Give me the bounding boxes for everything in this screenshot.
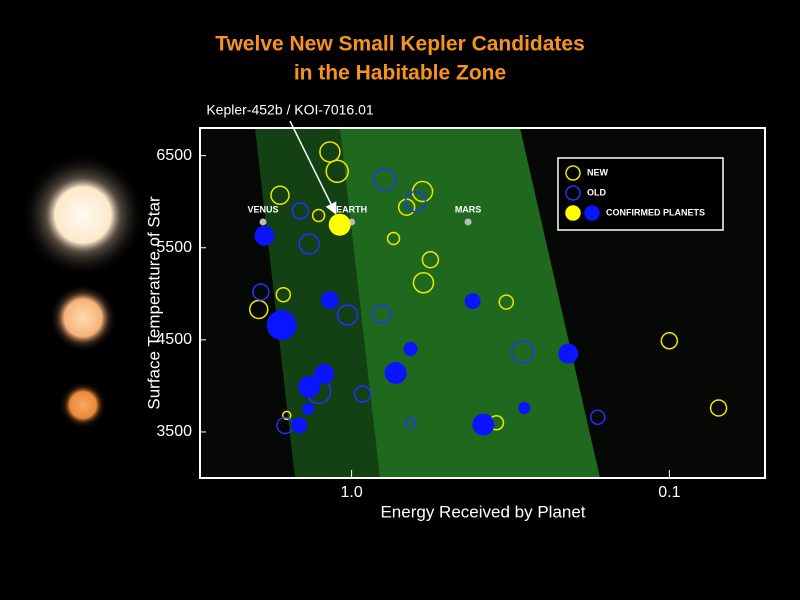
planet-point	[248, 299, 269, 320]
reference-planet	[259, 218, 267, 226]
planet-point	[319, 141, 341, 163]
planet-point	[397, 198, 416, 216]
y-axis-label: Surface Temperature of Star	[144, 196, 163, 410]
planet-point	[311, 208, 326, 223]
legend-label: OLD	[587, 187, 606, 197]
annotation: Kepler-452b / KOI-7016.01	[206, 102, 374, 118]
planet-point	[371, 304, 392, 324]
planet-point	[298, 375, 321, 398]
x-tick-label: 1.0	[340, 484, 362, 501]
planet-point	[291, 417, 308, 434]
y-tick-label: 3500	[156, 423, 192, 440]
plot-frame	[199, 127, 766, 479]
planet-point	[660, 332, 679, 350]
reference-planet-label: EARTH	[336, 204, 367, 214]
planet-point	[404, 190, 427, 213]
planet-point	[386, 231, 401, 246]
reference-planet-label: MARS	[455, 204, 482, 214]
y-tick-label: 6500	[156, 147, 192, 164]
planet-point	[302, 402, 315, 415]
planet-point	[252, 283, 270, 301]
planet-point	[472, 413, 495, 436]
y-tick-label: 5500	[156, 239, 192, 256]
legend-label: NEW	[587, 167, 609, 177]
planet-point	[314, 363, 335, 384]
planet-point	[498, 294, 515, 310]
planet-point	[510, 340, 535, 364]
legend-label: CONFIRMED PLANETS	[606, 207, 705, 217]
annotation-arrow	[289, 120, 337, 215]
planet-point	[254, 225, 275, 246]
planet-point	[372, 167, 397, 192]
planet-point	[384, 362, 407, 384]
planet-point	[709, 399, 728, 417]
planet-point	[353, 385, 372, 403]
planet-point	[275, 286, 292, 303]
planet-point	[325, 159, 349, 184]
planet-point	[328, 213, 351, 236]
title-line: Twelve New Small Kepler Candidates	[215, 33, 585, 56]
legend-swatch	[565, 165, 581, 181]
planet-point	[421, 250, 440, 269]
planet-point	[281, 410, 292, 421]
planet-point	[558, 343, 579, 364]
planet-point	[336, 304, 359, 326]
title-line: in the Habitable Zone	[294, 62, 506, 85]
legend-swatch	[565, 205, 581, 221]
y-tick-label: 4500	[156, 331, 192, 348]
planet-point	[412, 271, 435, 294]
stars	[21, 153, 145, 429]
planet-point	[590, 409, 606, 425]
reference-planet-label: VENUS	[248, 204, 279, 214]
planet-point	[403, 342, 418, 357]
x-tick-label: 0.1	[658, 484, 680, 501]
x-axis-label: Energy Received by Planet	[380, 502, 585, 521]
legend-swatch	[565, 185, 581, 201]
legend	[557, 157, 724, 231]
planet-point	[291, 202, 310, 220]
planet-point	[298, 233, 320, 255]
planet-point	[266, 310, 297, 341]
planet-point	[464, 293, 481, 310]
legend-swatch	[584, 205, 600, 221]
reference-planet	[464, 218, 472, 226]
planet-point	[270, 185, 290, 205]
planet-point	[518, 402, 531, 414]
planet-point	[404, 416, 417, 429]
planet-point	[320, 291, 339, 310]
